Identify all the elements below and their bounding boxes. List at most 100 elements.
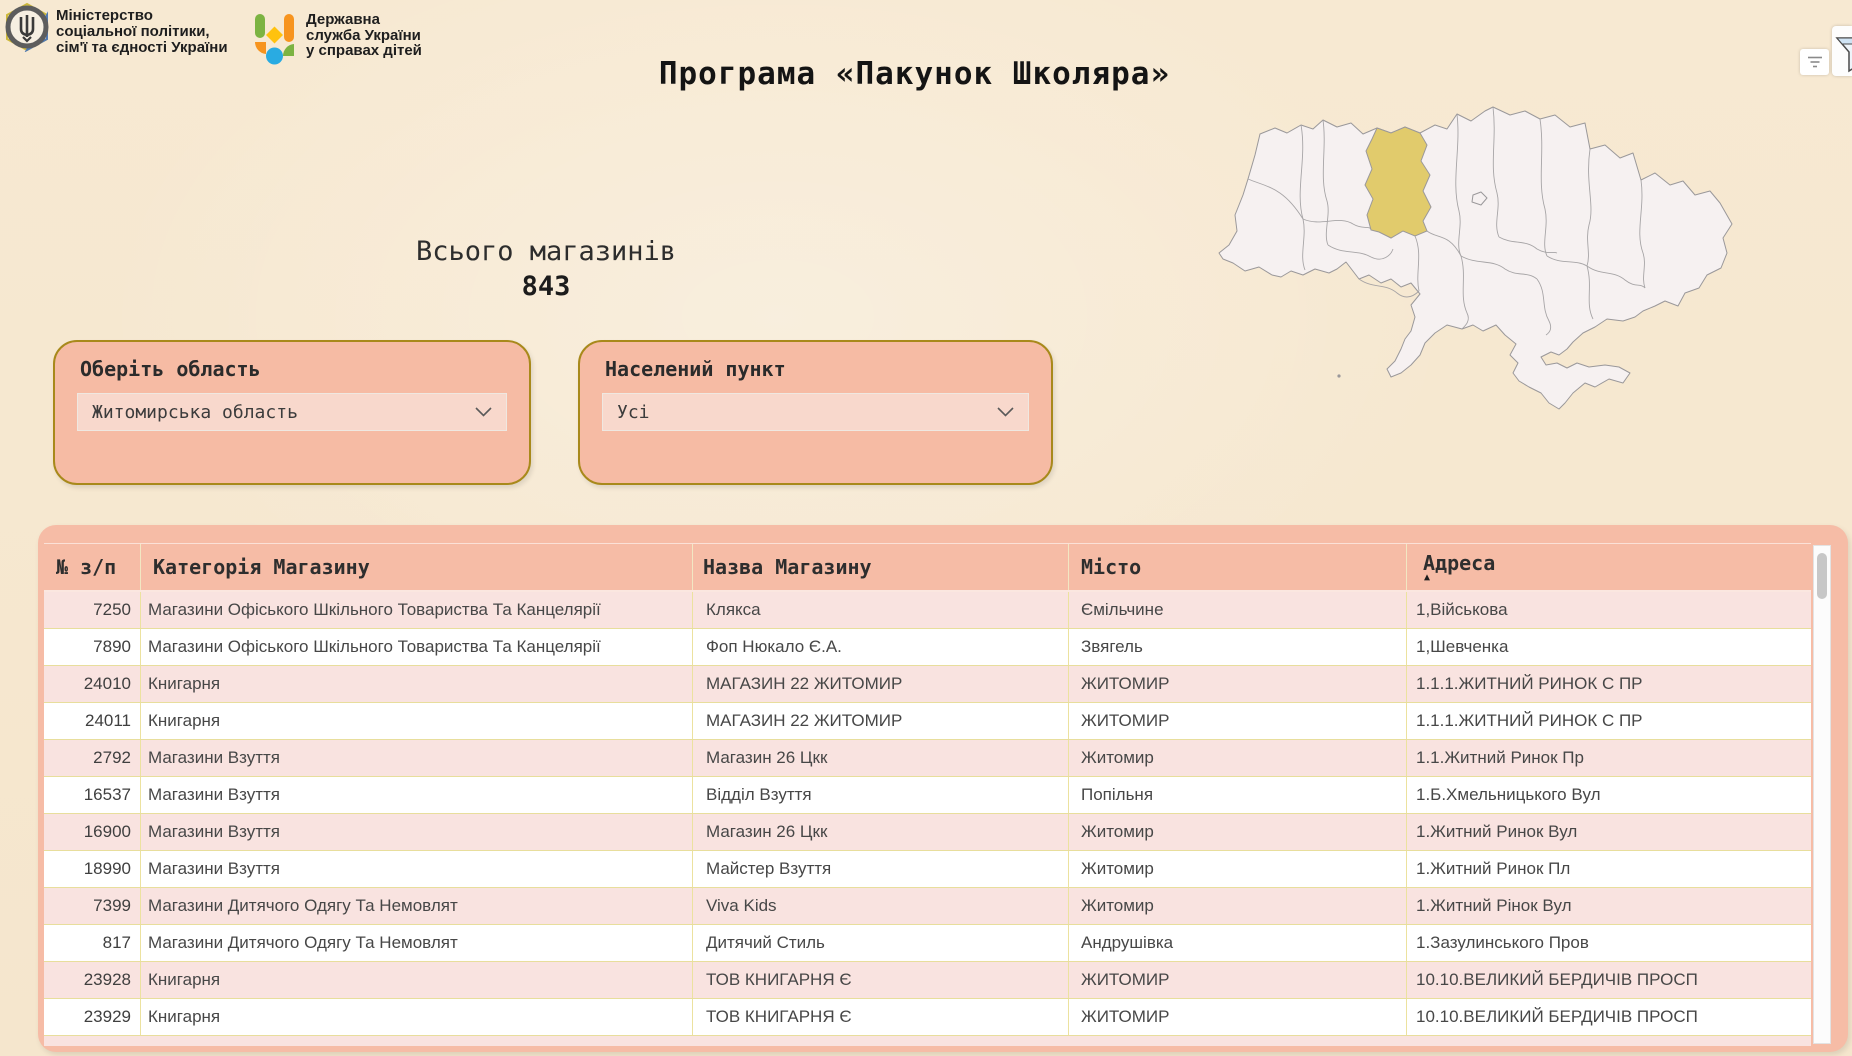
settlement-select-value: Усі xyxy=(617,401,650,423)
ukraine-regions-map[interactable] xyxy=(1215,103,1735,415)
table-row[interactable]: 16537 Магазини Взуття Відділ Взуття Попі… xyxy=(44,777,1811,814)
cell-address: 1.Житний Ринок Вул xyxy=(1406,814,1811,850)
cell-number: 7890 xyxy=(93,637,131,656)
cell-city: ЖИТОМИР xyxy=(1068,703,1406,739)
page-title: Програма «Пакунок Школяра» xyxy=(658,56,1171,92)
cell-city: Андрушівка xyxy=(1068,925,1406,961)
cell-category: Книгарня xyxy=(140,703,692,739)
table-row[interactable]: 817 Магазини Дитячого Одягу Та Немовлят … xyxy=(44,925,1811,962)
ministry-line-2: соціальної політики, xyxy=(56,23,210,40)
cell-number: 2792 xyxy=(93,748,131,767)
cell-category: Магазини Взуття xyxy=(140,851,692,887)
cell-city: ЖИТОМИР xyxy=(1068,999,1406,1035)
sort-ascending-icon: ▲ xyxy=(1424,572,1431,583)
column-header-store-name[interactable]: Назва Магазину xyxy=(692,544,1068,590)
stores-table-card: № з/п Категорія Магазину Назва Магазину … xyxy=(38,525,1848,1052)
cell-address: 1,Шевченка xyxy=(1406,629,1811,665)
cell-store-name: ТОВ КНИГАРНЯ Є xyxy=(692,999,1068,1035)
funnel-filter-icon xyxy=(1835,37,1852,73)
column-header-address[interactable]: Адреса ▲ xyxy=(1406,544,1811,590)
region-select-value: Житомирська область xyxy=(92,401,298,423)
cell-city: Ємільчине xyxy=(1068,592,1406,628)
total-stores-card: Всього магазинів 843 xyxy=(316,236,776,302)
cell-city: ЖИТОМИР xyxy=(1068,962,1406,998)
cell-store-name: Дитячий Стиль xyxy=(692,925,1068,961)
ministry-logo-text: Міністерство соціальної політики, сім'ї … xyxy=(56,8,228,56)
cell-address: 1.1.1.ЖИТНИЙ РИНОК С ПР xyxy=(1406,666,1811,702)
kyiv-city-region xyxy=(1471,191,1488,206)
filter-lines-button[interactable] xyxy=(1800,49,1829,75)
cell-city: Житомир xyxy=(1068,740,1406,776)
table-row[interactable]: 7890 Магазини Офіського Шкільного Товари… xyxy=(44,629,1811,666)
region-filter-panel: Оберіть область Житомирська область xyxy=(53,340,531,485)
cell-address: 1.Зазулинського Пров xyxy=(1406,925,1811,961)
region-select[interactable]: Житомирська область xyxy=(77,393,507,431)
cell-store-name: Клякса xyxy=(692,592,1068,628)
table-row[interactable]: 23929 Книгарня ТОВ КНИГАРНЯ Є ЖИТОМИР 10… xyxy=(44,999,1811,1036)
cell-address: 1.1.1.ЖИТНИЙ РИНОК С ПР xyxy=(1406,703,1811,739)
cell-number: 817 xyxy=(102,933,131,952)
cell-store-name: Відділ Взуття xyxy=(692,777,1068,813)
table-row[interactable]: 7399 Магазини Дитячого Одягу Та Немовлят… xyxy=(44,888,1811,925)
chevron-down-icon xyxy=(997,407,1014,417)
children-service-icon xyxy=(254,14,294,65)
ministry-line-3: сім'ї та єдності України xyxy=(56,39,228,56)
cell-category: Магазини Дитячого Одягу Та Немовлят xyxy=(140,925,692,961)
table-row[interactable]: 2792 Магазини Взуття Магазин 26 Цкк Жито… xyxy=(44,740,1811,777)
cell-address: 1.Житний Ринок Пл xyxy=(1406,851,1811,887)
cell-number: 7250 xyxy=(93,600,131,619)
cell-number: 16537 xyxy=(83,785,131,804)
cell-address: 1,Військова xyxy=(1406,592,1811,628)
cell-address: 10.10.ВЕЛИКИЙ БЕРДИЧІВ ПРОСП xyxy=(1406,999,1811,1035)
table-row[interactable]: 24010 Книгарня МАГАЗИН 22 ЖИТОМИР ЖИТОМИ… xyxy=(44,666,1811,703)
cell-address: 1.Житний Рінок Вул xyxy=(1406,888,1811,924)
cell-category: Магазини Взуття xyxy=(140,814,692,850)
cell-store-name: Viva Kids xyxy=(692,888,1068,924)
cell-category: Магазини Взуття xyxy=(140,740,692,776)
children-service-logo xyxy=(254,11,296,69)
cell-category: Магазини Взуття xyxy=(140,777,692,813)
funnel-filter-button[interactable] xyxy=(1832,26,1852,76)
cell-address: 1.Б.Хмельницького Вул xyxy=(1406,777,1811,813)
cell-category: Магазини Дитячого Одягу Та Немовлят xyxy=(140,888,692,924)
ukraine-outline xyxy=(1218,106,1733,410)
cell-store-name: Магазин 26 Цкк xyxy=(692,814,1068,850)
table-scrollbar-thumb[interactable] xyxy=(1817,553,1827,599)
column-header-city[interactable]: Місто xyxy=(1068,544,1406,590)
service-line-3: у справах дітей xyxy=(306,42,422,59)
cell-city: Звягель xyxy=(1068,629,1406,665)
column-header-number[interactable]: № з/п xyxy=(56,555,117,579)
settlement-filter-panel: Населений пункт Усі xyxy=(578,340,1053,485)
cell-address: 1.1.Житний Ринок Пр xyxy=(1406,740,1811,776)
column-header-category[interactable]: Категорія Магазину xyxy=(140,544,692,590)
cell-store-name: Магазин 26 Цкк xyxy=(692,740,1068,776)
settlement-filter-label: Населений пункт xyxy=(605,357,786,381)
cell-store-name: МАГАЗИН 22 ЖИТОМИР xyxy=(692,666,1068,702)
cell-city: Житомир xyxy=(1068,814,1406,850)
table-row[interactable]: 16900 Магазини Взуття Магазин 26 Цкк Жит… xyxy=(44,814,1811,851)
table-row[interactable]: 18990 Магазини Взуття Майстер Взуття Жит… xyxy=(44,851,1811,888)
cell-city: Попільня xyxy=(1068,777,1406,813)
cell-number: 18990 xyxy=(83,859,131,878)
table-scrollbar[interactable] xyxy=(1813,545,1831,1044)
table-row[interactable]: 23928 Книгарня ТОВ КНИГАРНЯ Є ЖИТОМИР 10… xyxy=(44,962,1811,999)
total-stores-label: Всього магазинів xyxy=(415,236,677,267)
cell-address: 10.10.ВЕЛИКИЙ БЕРДИЧІВ ПРОСП xyxy=(1406,962,1811,998)
cell-store-name: Майстер Взуття xyxy=(692,851,1068,887)
cell-number: 24011 xyxy=(84,711,131,730)
total-stores-value: 843 xyxy=(521,271,571,302)
cell-number: 16900 xyxy=(83,822,131,841)
cell-number: 23929 xyxy=(83,1007,131,1026)
cell-category: Магазини Офіського Шкільного Товариства … xyxy=(140,629,692,665)
highlighted-region-zhytomyr[interactable] xyxy=(1364,126,1432,239)
trident-emblem-icon xyxy=(5,2,49,52)
table-row[interactable]: 24011 Книгарня МАГАЗИН 22 ЖИТОМИР ЖИТОМИ… xyxy=(44,703,1811,740)
settlement-select[interactable]: Усі xyxy=(602,393,1029,431)
cell-category: Книгарня xyxy=(140,962,692,998)
cell-category: Книгарня xyxy=(140,666,692,702)
table-row[interactable]: 7250 Магазини Офіського Шкільного Товари… xyxy=(44,592,1811,629)
ministry-line-1: Міністерство xyxy=(56,7,153,24)
table-header-row: № з/п Категорія Магазину Назва Магазину … xyxy=(44,543,1811,592)
service-line-2: служба України xyxy=(306,26,421,44)
